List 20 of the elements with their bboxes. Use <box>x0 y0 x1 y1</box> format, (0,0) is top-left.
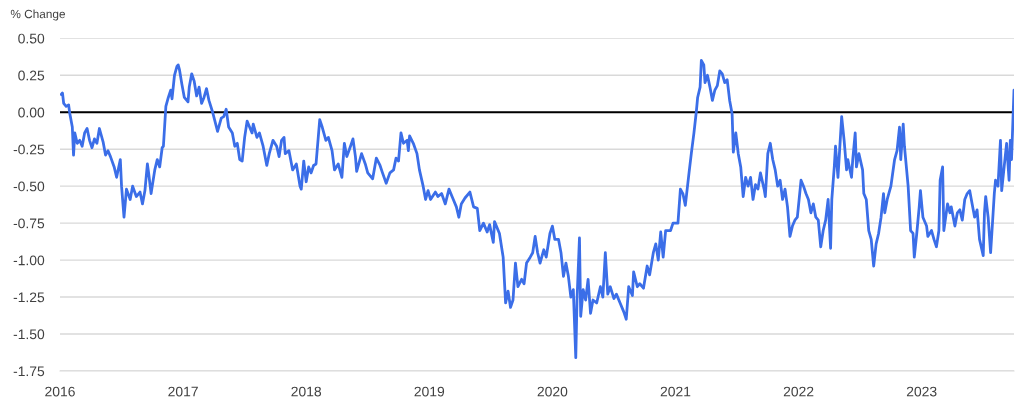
y-tick-label: -1.75 <box>13 366 45 377</box>
y-tick-label: -1.50 <box>13 329 45 340</box>
x-tick-label: 2017 <box>168 386 198 397</box>
x-tick-label: 2018 <box>291 386 322 397</box>
y-axis-title: % Change <box>10 9 65 21</box>
x-tick-label: 2022 <box>783 386 814 397</box>
y-tick-label: 0.50 <box>18 33 45 44</box>
x-tick-label: 2023 <box>906 386 937 397</box>
y-tick-label: -0.25 <box>13 144 45 155</box>
x-tick-label: 2019 <box>414 386 445 397</box>
y-tick-label: -1.00 <box>13 255 45 266</box>
y-tick-label: 0.00 <box>18 107 45 118</box>
y-tick-label: -0.75 <box>13 218 45 229</box>
line-series <box>60 59 1014 360</box>
x-tick-label: 2021 <box>660 386 691 397</box>
y-tick-label: 0.25 <box>18 70 45 81</box>
x-tick-label: 2020 <box>537 386 568 397</box>
x-tick-label: 2016 <box>45 386 75 397</box>
y-tick-label: -1.25 <box>13 292 45 303</box>
y-tick-label: -0.50 <box>13 181 45 192</box>
